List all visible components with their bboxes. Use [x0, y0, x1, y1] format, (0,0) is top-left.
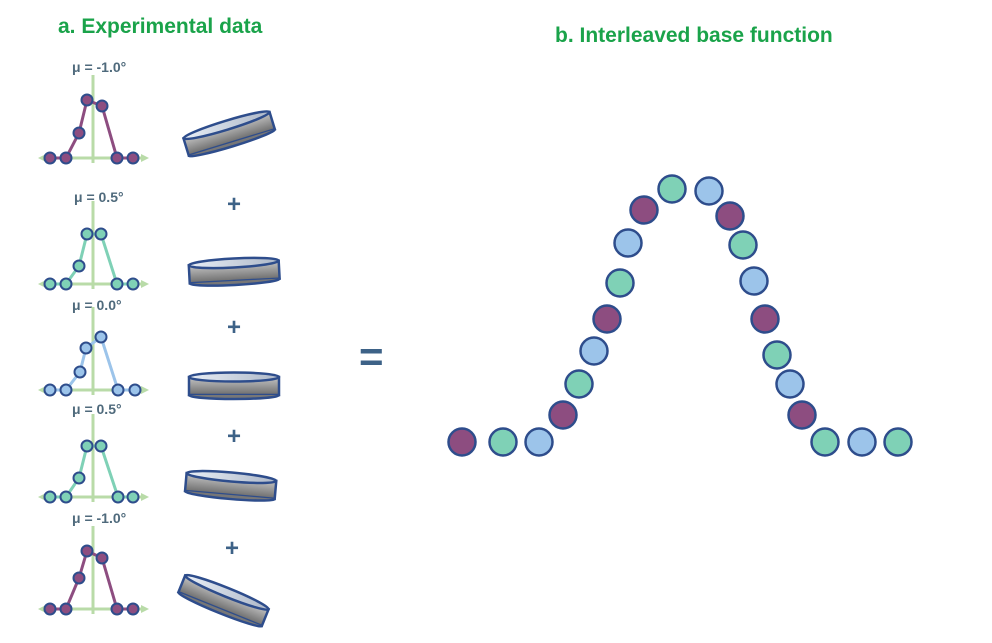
- scan-point-6: [111, 383, 125, 397]
- base-point-12: [694, 176, 724, 206]
- scan-plot-5: [38, 526, 149, 616]
- axis-arrow-right: [141, 280, 149, 288]
- base-point-21: [847, 427, 877, 457]
- scan-point-4: [80, 544, 94, 558]
- sample-disk-4: [183, 469, 278, 502]
- scan-point-5: [95, 551, 109, 565]
- scan-point-3: [72, 471, 86, 485]
- scan-point-3: [72, 126, 86, 140]
- panel-a-title: a. Experimental data: [58, 15, 263, 38]
- interleaved-base-function: [447, 174, 913, 457]
- base-point-2: [488, 427, 518, 457]
- scan-point-1: [43, 151, 57, 165]
- base-point-20: [810, 427, 840, 457]
- scan-point-5: [94, 439, 108, 453]
- scan-point-7: [126, 277, 140, 291]
- base-point-6: [579, 336, 609, 366]
- disk-top-face: [183, 573, 270, 611]
- base-point-3: [524, 427, 554, 457]
- plus-symbol-1: +: [227, 191, 242, 218]
- scan-point-7: [126, 602, 140, 616]
- disk-bottom-edge: [187, 128, 277, 158]
- base-point-1: [447, 427, 477, 457]
- base-point-13: [715, 201, 745, 231]
- equals-symbol: =: [359, 333, 384, 380]
- scan-point-1: [43, 490, 57, 504]
- mu-label-4: μ = 0.5°: [72, 401, 122, 417]
- disk-bottom-edge: [177, 591, 264, 628]
- axis-arrow-right: [141, 386, 149, 394]
- disk-bottom-edge: [183, 490, 276, 502]
- scan-point-6: [110, 277, 124, 291]
- mu-label-1: μ = -1.0°: [72, 59, 127, 75]
- scan-point-4: [80, 93, 94, 107]
- scan-plot-2: [38, 201, 149, 291]
- base-point-17: [762, 340, 792, 370]
- scan-point-6: [110, 151, 124, 165]
- scan-point-7: [126, 151, 140, 165]
- scan-point-7: [126, 490, 140, 504]
- plus-symbol-2: +: [227, 314, 242, 341]
- base-point-14: [728, 230, 758, 260]
- base-point-11: [657, 174, 687, 204]
- scan-point-1: [43, 277, 57, 291]
- plus-symbol-4: +: [225, 535, 240, 562]
- scan-point-1: [43, 602, 57, 616]
- scan-plot-3: [38, 307, 149, 397]
- axis-arrow-right: [141, 493, 149, 501]
- axis-arrow-right: [141, 154, 149, 162]
- scan-point-3: [73, 365, 87, 379]
- scan-point-3: [72, 259, 86, 273]
- mu-label-2: μ = 0.5°: [74, 189, 124, 205]
- disk-top-face: [185, 469, 278, 485]
- disk-top-face: [182, 110, 271, 141]
- base-point-4: [548, 400, 578, 430]
- scan-point-7: [128, 383, 142, 397]
- base-point-16: [750, 304, 780, 334]
- base-point-7: [592, 304, 622, 334]
- scan-point-5: [95, 99, 109, 113]
- scan-point-3: [72, 571, 86, 585]
- scan-point-2: [59, 151, 73, 165]
- scan-point-5: [94, 330, 108, 344]
- mu-label-5: μ = -1.0°: [72, 510, 127, 526]
- base-point-15: [739, 266, 769, 296]
- scan-point-2: [59, 277, 73, 291]
- sample-disk-3: [187, 371, 281, 401]
- panel-b-title: b. Interleaved base function: [555, 24, 833, 47]
- disk-bottom-edge: [188, 277, 281, 287]
- base-point-9: [613, 228, 643, 258]
- base-point-5: [564, 369, 594, 399]
- scan-point-1: [43, 383, 57, 397]
- axis-arrow-right: [141, 605, 149, 613]
- sample-disk-2: [187, 256, 281, 287]
- base-point-8: [605, 268, 635, 298]
- scan-point-2: [59, 602, 73, 616]
- base-point-18: [775, 369, 805, 399]
- scan-point-6: [110, 602, 124, 616]
- scan-plot-1: [38, 75, 149, 165]
- base-point-22: [883, 427, 913, 457]
- scan-point-4: [80, 439, 94, 453]
- disk-top-face: [187, 256, 280, 270]
- disk-bottom-edge: [187, 394, 281, 401]
- sample-disk-1: [181, 110, 277, 158]
- plus-symbol-3: +: [227, 423, 242, 450]
- scan-point-2: [59, 490, 73, 504]
- scan-point-2: [59, 383, 73, 397]
- sample-disk-5: [176, 573, 271, 628]
- disk-top-face: [187, 371, 281, 383]
- base-point-10: [629, 195, 659, 225]
- scan-point-4: [80, 227, 94, 241]
- base-point-19: [787, 400, 817, 430]
- scan-point-5: [94, 227, 108, 241]
- mu-label-3: μ = 0.0°: [72, 297, 122, 313]
- scan-point-6: [111, 490, 125, 504]
- scan-point-4: [79, 341, 93, 355]
- scan-plot-4: [38, 414, 149, 504]
